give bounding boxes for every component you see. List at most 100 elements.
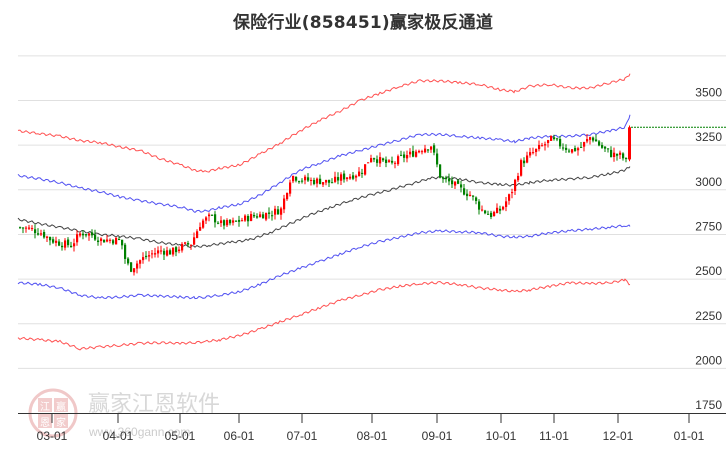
candle-body [478,201,481,210]
candle-body [79,233,82,236]
candle-body [136,263,139,269]
candle-body [76,234,79,243]
y-tick-label: 3500 [695,86,722,100]
candle-body [475,197,478,201]
candle-body [553,137,556,140]
candle-body [460,184,463,188]
upper-outer-band [17,73,631,173]
candle-body [157,250,160,254]
candle-body [544,144,547,146]
candle-body [448,178,451,182]
candle-body [142,257,145,261]
x-axis: 03-01 04-01 05-01 06-01 07-01 08-01 09-01 10-01… [18,413,726,443]
candle-body [613,152,616,158]
candle-body [496,207,499,214]
candle-body [118,239,121,241]
candle-body [508,194,511,201]
candle-body [109,239,112,241]
upper-inner-band [17,114,631,214]
candle-body [241,220,244,222]
lower-inner-band [17,224,631,300]
candle-body [580,146,583,148]
candle-body [625,158,628,160]
candle-body [196,231,199,239]
candle-body [361,172,364,174]
candle-body [205,217,208,221]
candle-body [445,177,448,180]
candle-body [106,239,109,242]
candle-body [229,219,232,224]
candle-body [100,238,103,242]
candle-body [268,212,271,214]
candle-body [43,232,46,238]
candle-body [568,150,571,152]
candle-body [466,193,469,197]
logo-char: 赢 [56,400,66,413]
candle-body [604,146,607,149]
x-tick-label: 12-01 [603,429,634,443]
candle-body [211,214,214,216]
candle-body [19,227,22,229]
candle-body [274,208,277,215]
candle-body [373,158,376,160]
candle-body [310,179,313,181]
candle-body [547,140,550,144]
x-tick-label: 03-01 [37,429,68,443]
candle-body [298,181,301,183]
candle-body [577,148,580,151]
candle-body [559,139,562,147]
y-tick-label: 1750 [695,398,722,412]
candle-body [121,239,124,246]
candle-body [316,178,319,184]
candle-body [172,247,175,255]
candle-body [418,150,421,153]
candle-body [322,182,325,185]
candle-body [37,233,40,235]
candle-body [337,177,340,181]
candle-body [424,148,427,153]
candle-body [217,222,220,224]
candle-body [574,147,577,151]
x-tick-label: 09-01 [422,429,453,443]
candle-body [133,268,136,273]
candle-body [112,240,115,244]
y-tick-label: 2500 [695,264,722,278]
candle-body [124,244,127,259]
candle-body [226,220,229,226]
candle-body [565,147,568,150]
y-axis-labels: 1750 2000 2250 2500 2750 3000 3250 3500 [695,86,722,413]
candle-body [262,214,265,219]
candle-body [280,208,283,215]
candle-body [313,179,316,185]
watermark-brand: 赢家江恩软件 [88,392,220,417]
candle-body [430,146,433,150]
candle-body [253,214,256,217]
logo-char: 江 [40,401,50,413]
candle-body [238,219,241,222]
candle-body [181,243,184,251]
candle-body [58,241,61,246]
candle-body [22,227,25,229]
candle-body [571,149,574,153]
candle-body [415,151,418,157]
candle-body [295,176,298,181]
candle-body [130,262,133,272]
channel-bands [17,73,631,351]
gridlines [18,55,726,369]
midline [17,166,631,248]
candle-body [394,162,397,164]
x-tick-label: 10-01 [486,429,517,443]
y-tick-label: 2250 [695,309,722,323]
candle-body [490,212,493,217]
candle-body [88,233,91,236]
candle-body [511,192,514,194]
lower-outer-band [17,278,631,351]
candle-body [352,175,355,179]
candle-body [52,239,55,243]
candle-body [538,144,541,150]
candle-body [235,220,238,222]
candle-body [346,177,349,180]
candle-body [421,151,424,153]
y-tick-label: 3000 [695,175,722,189]
